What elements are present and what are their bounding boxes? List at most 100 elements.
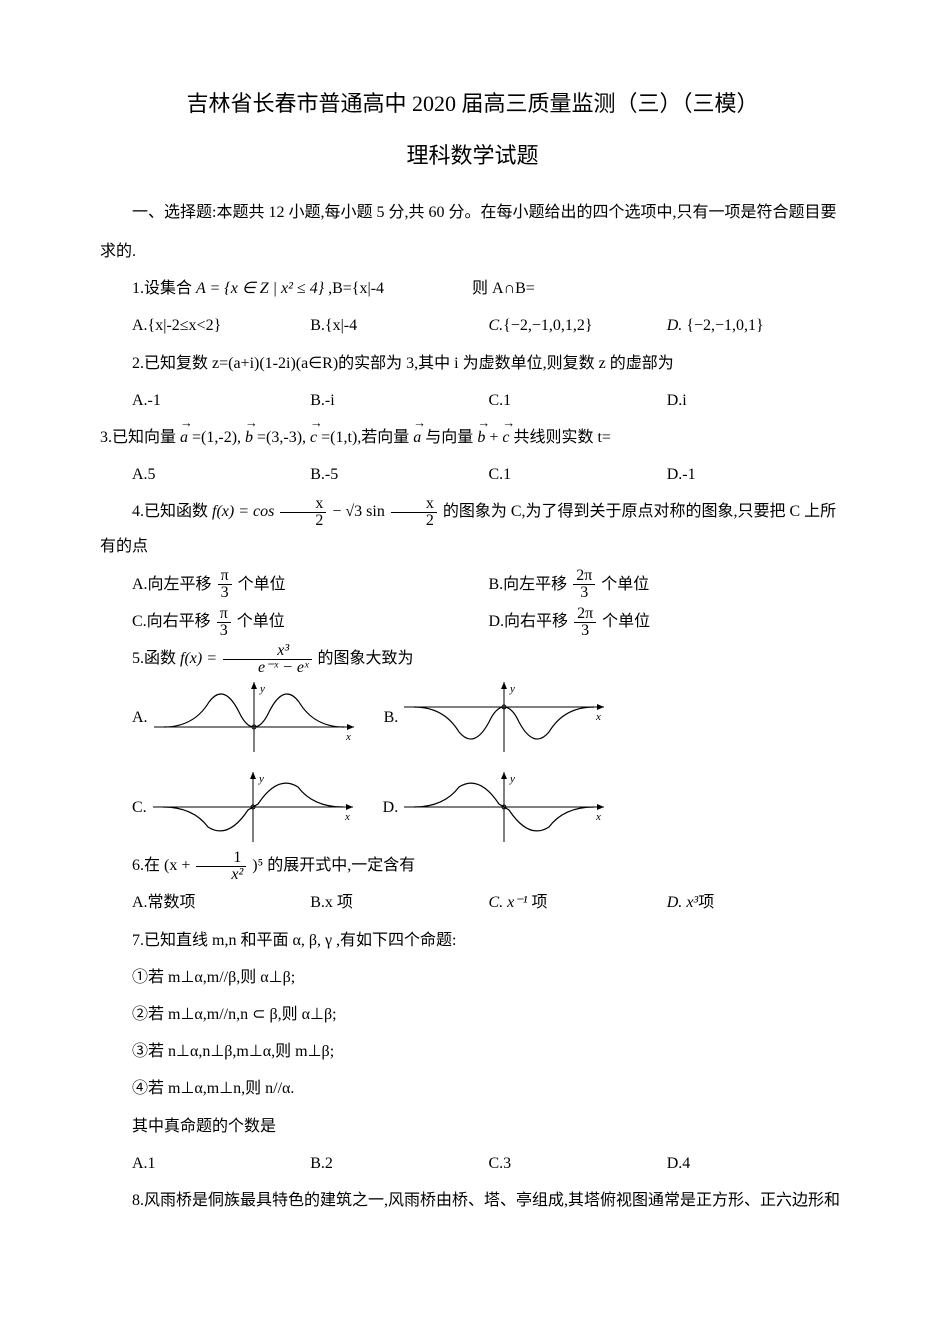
q4-opt-d-suf: 个单位 bbox=[602, 613, 650, 630]
q4-opt-b-suf: 个单位 bbox=[601, 576, 649, 593]
q6-stem-a: 6.在 bbox=[132, 857, 164, 874]
q4-opt-c: C.向右平移 π3 个单位 bbox=[132, 604, 489, 639]
q4-b-den: 3 bbox=[573, 585, 595, 601]
q4-a-num: π bbox=[218, 568, 232, 585]
q4-frac1-den: 2 bbox=[280, 513, 326, 529]
q4-stem-a: 4.已知函数 bbox=[132, 503, 212, 520]
q7-opt-b: B.2 bbox=[310, 1146, 488, 1181]
q6-d-suf: 项 bbox=[698, 894, 714, 911]
q1-opt-d-prefix: D. bbox=[667, 317, 687, 334]
q4-opt-b-pre: B.向左平移 bbox=[489, 576, 572, 593]
section-intro: 一、选择题:本题共 12 小题,每小题 5 分,共 60 分。在每小题给出的四个… bbox=[100, 195, 845, 230]
q7-opt-d: D.4 bbox=[667, 1146, 845, 1181]
q1-options: A.{x|-2≤x<2} B.{x|-4 C.{−2,−1,0,1,2} D. … bbox=[100, 308, 845, 343]
q4-options-row2: C.向右平移 π3 个单位 D.向右平移 2π3 个单位 bbox=[100, 604, 845, 639]
svg-text:y: y bbox=[509, 683, 515, 695]
question-6: 6.在 (x + 1x² )⁵ 的展开式中,一定含有 bbox=[100, 848, 845, 883]
q1-opt-c-val: {−2,−1,0,1,2} bbox=[503, 317, 592, 334]
q3-tail: 共线则实数 t= bbox=[513, 429, 610, 446]
q6-frac: 1x² bbox=[196, 850, 246, 883]
q5-label-b: B. bbox=[384, 700, 399, 735]
q4-opt-c-pre: C.向右平移 bbox=[132, 613, 215, 630]
q6-d-pre: D. bbox=[667, 894, 687, 911]
svg-text:x: x bbox=[595, 811, 601, 823]
svg-text:y: y bbox=[258, 773, 264, 785]
q5-graph-b: B. x y bbox=[384, 682, 605, 752]
intro-line2: 求的. bbox=[100, 234, 845, 269]
q2-opt-a: A.-1 bbox=[132, 383, 310, 418]
q6-opt-a: A.常数项 bbox=[132, 885, 310, 920]
q3-opt-c: C.1 bbox=[489, 457, 667, 492]
q1-stem-c: 则 A∩B= bbox=[472, 280, 535, 297]
question-2: 2.已知复数 z=(a+i)(1-2i)(a∈R)的实部为 3,其中 i 为虚数… bbox=[100, 346, 845, 381]
q4-opt-d-frac: 2π3 bbox=[574, 606, 596, 639]
q6-d-val: x³ bbox=[686, 894, 698, 911]
q4-d-den: 3 bbox=[574, 623, 596, 639]
q7-options: A.1 B.2 C.3 D.4 bbox=[100, 1146, 845, 1181]
question-4: 4.已知函数 f(x) = cos x2 − √3 sin x2 的图象为 C,… bbox=[100, 494, 845, 564]
q5-curve-c-icon: x y bbox=[153, 772, 353, 842]
q2-options: A.-1 B.-i C.1 D.i bbox=[100, 383, 845, 418]
q4-frac2-den: 2 bbox=[391, 513, 437, 529]
q4-minus: − √3 sin bbox=[332, 503, 384, 520]
q7-p4: ④若 m⊥α,m⊥n,则 n//α. bbox=[100, 1071, 845, 1106]
q6-expr-pre: (x + bbox=[164, 857, 194, 874]
page-title: 吉林省长春市普通高中 2020 届高三质量监测（三）（三模） bbox=[100, 80, 845, 128]
q5-label-d: D. bbox=[383, 790, 399, 825]
q1-stem-a: 1.设集合 bbox=[132, 280, 196, 297]
q3-eq-b: =(3,-3), bbox=[257, 429, 310, 446]
q1-opt-d: D. {−2,−1,0,1} bbox=[667, 308, 845, 343]
q4-frac2: x2 bbox=[391, 496, 437, 529]
q2-opt-c: C.1 bbox=[489, 383, 667, 418]
q4-frac1-num: x bbox=[280, 496, 326, 513]
q4-frac1: x2 bbox=[280, 496, 326, 529]
q4-opt-b: B.向左平移 2π3 个单位 bbox=[489, 567, 846, 602]
q3-vec-a: a bbox=[180, 420, 188, 455]
q7-stem: 7.已知直线 m,n 和平面 α, β, γ ,有如下四个命题: bbox=[132, 932, 457, 949]
q5-curve-a-icon: x y bbox=[154, 682, 354, 752]
q3-stem-a: 3.已知向量 bbox=[100, 429, 180, 446]
q7-p3: ③若 n⊥α,n⊥β,m⊥α,则 m⊥β; bbox=[100, 1034, 845, 1069]
q1-opt-d-val: {−2,−1,0,1} bbox=[686, 317, 763, 334]
q3-eq-a: =(1,-2), bbox=[192, 429, 245, 446]
q2-opt-d: D.i bbox=[667, 383, 845, 418]
q5-graph-a: A. x y bbox=[132, 682, 354, 752]
q4-opt-d: D.向右平移 2π3 个单位 bbox=[489, 604, 846, 639]
q4-options-row1: A.向左平移 π3 个单位 B.向左平移 2π3 个单位 bbox=[100, 567, 845, 602]
q5-fx: f(x) = bbox=[180, 650, 221, 667]
q4-opt-a-suf: 个单位 bbox=[238, 576, 286, 593]
q5-graphs: A. x y B. x y C. x y bbox=[100, 682, 845, 842]
q6-den: x² bbox=[196, 867, 246, 883]
svg-text:x: x bbox=[345, 731, 351, 743]
intro-line1: 一、选择题:本题共 12 小题,每小题 5 分,共 60 分。在每小题给出的四个… bbox=[132, 204, 836, 221]
q3-vec-c2: c bbox=[502, 420, 509, 455]
q6-opt-d: D. x³项 bbox=[667, 885, 845, 920]
q4-c-num: π bbox=[217, 606, 231, 623]
q3-eq-c: =(1,t),若向量 bbox=[321, 429, 413, 446]
q7-p2: ②若 m⊥α,m//n,n ⊂ β,则 α⊥β; bbox=[100, 997, 845, 1032]
question-7: 7.已知直线 m,n 和平面 α, β, γ ,有如下四个命题: bbox=[100, 923, 845, 958]
q5-stem-b: 的图象大致为 bbox=[318, 650, 414, 667]
q7-p1: ①若 m⊥α,m//β,则 α⊥β; bbox=[100, 960, 845, 995]
q4-opt-a-frac: π3 bbox=[218, 568, 232, 601]
q4-fx: f(x) = cos bbox=[212, 503, 274, 520]
q5-den: e⁻ˣ − eˣ bbox=[223, 660, 311, 676]
q6-opt-b: B.x 项 bbox=[310, 885, 488, 920]
q3-options: A.5 B.-5 C.1 D.-1 bbox=[100, 457, 845, 492]
svg-text:y: y bbox=[259, 683, 265, 695]
question-5: 5.函数 f(x) = x³e⁻ˣ − eˣ 的图象大致为 bbox=[100, 641, 845, 676]
q6-stem-b: 的展开式中,一定含有 bbox=[267, 857, 415, 874]
q6-num: 1 bbox=[196, 850, 246, 867]
q3-plus: + bbox=[489, 429, 502, 446]
q2-opt-b: B.-i bbox=[310, 383, 488, 418]
q4-opt-a: A.向左平移 π3 个单位 bbox=[132, 567, 489, 602]
q1-opt-c-prefix: C. bbox=[489, 317, 504, 334]
q4-opt-a-pre: A.向左平移 bbox=[132, 576, 216, 593]
q5-label-a: A. bbox=[132, 700, 148, 735]
q3-mid: 与向量 bbox=[425, 429, 477, 446]
q7-ask: 其中真命题的个数是 bbox=[100, 1109, 845, 1144]
q5-num: x³ bbox=[223, 643, 311, 660]
q3-opt-a: A.5 bbox=[132, 457, 310, 492]
q6-c-pre: C. bbox=[489, 894, 508, 911]
q4-opt-b-frac: 2π3 bbox=[573, 568, 595, 601]
